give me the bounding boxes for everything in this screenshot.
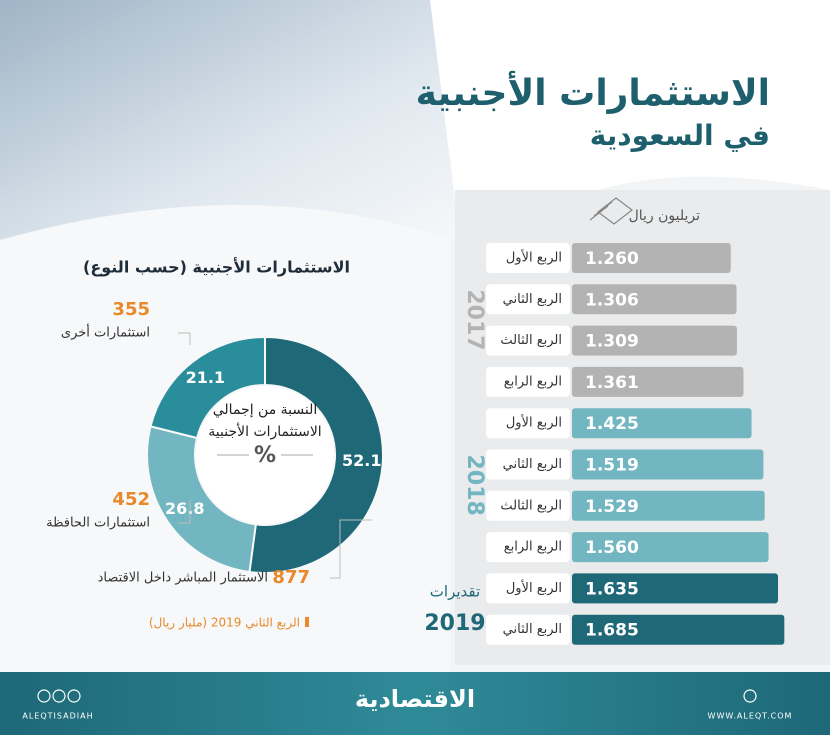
value-label: 1.560 xyxy=(585,538,639,558)
quarter-box xyxy=(486,490,570,521)
bar xyxy=(572,366,744,397)
value-label: 1.425 xyxy=(585,414,639,434)
bar xyxy=(572,614,785,645)
value-label: 1.361 xyxy=(585,373,639,393)
social-icons xyxy=(37,689,757,703)
quarter-label: الربع الثاني xyxy=(503,292,562,307)
brand: الاقتصادية xyxy=(355,685,475,713)
money-icon xyxy=(589,197,633,225)
quarter-box xyxy=(486,408,570,439)
unit-label: تريليون ريال xyxy=(629,208,701,224)
donut-title: الاستثمارات الأجنبية (حسب النوع) xyxy=(83,258,350,277)
subtitle: في السعودية xyxy=(590,119,770,152)
connector xyxy=(178,500,191,524)
category-label: استثمارات أخرى xyxy=(61,324,150,341)
bar xyxy=(572,325,737,356)
donut-hole xyxy=(196,386,334,524)
quarter-label: الربع الأول xyxy=(506,414,562,431)
category-label: الاستثمار المباشر داخل الاقتصاد xyxy=(98,571,268,586)
photo-area xyxy=(0,0,460,240)
amount-label: 355 xyxy=(112,299,150,320)
bar xyxy=(572,284,737,315)
category-label: استثمارات الحافظة xyxy=(46,516,150,531)
donut-slice xyxy=(149,335,266,440)
bar xyxy=(572,532,769,563)
year-label: 2017 xyxy=(462,289,487,350)
quarter-label: الربع الرابع xyxy=(504,374,562,389)
handle: ALEQTISADIAH xyxy=(22,712,93,721)
note-marker xyxy=(305,617,309,627)
quarter-box xyxy=(486,325,570,356)
quarter-box xyxy=(486,284,570,315)
center-label: النسبة من إجمالي xyxy=(213,402,318,418)
connector xyxy=(330,519,372,579)
center-unit: % xyxy=(254,443,276,468)
value-label: 1.260 xyxy=(585,249,639,269)
quarter-label: الربع الثالث xyxy=(500,498,562,513)
bar xyxy=(572,243,731,273)
quarter-box xyxy=(486,366,570,397)
bar xyxy=(572,449,764,480)
quarter-box xyxy=(486,573,570,604)
title: الاستثمارات الأجنبية xyxy=(416,70,770,114)
note: الربع الثاني 2019 (مليار ريال) xyxy=(149,616,300,631)
year-label: 2018 xyxy=(462,455,487,516)
year-label: 2019 xyxy=(424,611,485,636)
title-panel xyxy=(430,0,830,253)
donut-slice xyxy=(146,425,257,574)
amount-label: 877 xyxy=(272,567,310,588)
quarter-box xyxy=(486,614,570,645)
quarter-box xyxy=(486,449,570,480)
slice-value: 21.1 xyxy=(186,368,225,387)
quarter-box xyxy=(486,532,570,563)
value-label: 1.635 xyxy=(585,579,639,599)
connector xyxy=(178,332,191,345)
bar xyxy=(572,490,765,521)
website: WWW.ALEQT.COM xyxy=(708,712,793,721)
quarter-label: الربع الثالث xyxy=(500,333,562,348)
bar xyxy=(572,408,752,439)
value-label: 1.529 xyxy=(585,497,639,517)
center-label: الاستثمارات الأجنبية xyxy=(208,422,321,440)
slice-value: 26.8 xyxy=(165,499,204,518)
quarter-label: الربع الرابع xyxy=(504,540,562,555)
bar xyxy=(572,573,779,604)
estimate-note: تقديرات xyxy=(430,583,480,601)
quarter-label: الربع الثاني xyxy=(503,622,562,637)
donut-slice xyxy=(248,335,384,574)
value-label: 1.519 xyxy=(585,456,639,476)
amount-label: 452 xyxy=(112,489,150,510)
footer xyxy=(0,672,830,735)
value-label: 1.685 xyxy=(585,621,639,641)
quarter-label: الربع الأول xyxy=(506,249,562,266)
quarter-box xyxy=(486,243,570,273)
quarter-label: الربع الثاني xyxy=(503,457,562,472)
quarter-label: الربع الأول xyxy=(506,579,562,596)
value-label: 1.306 xyxy=(585,290,639,310)
slice-value: 52.1 xyxy=(342,451,381,470)
value-label: 1.309 xyxy=(585,332,639,352)
